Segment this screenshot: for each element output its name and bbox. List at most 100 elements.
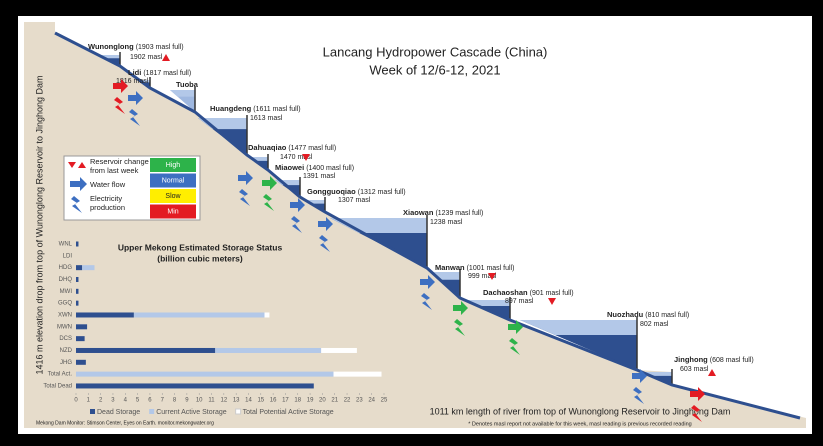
dam-current: 1238 masl [430, 219, 463, 226]
dam-name: Manwan [435, 263, 465, 272]
credit: Mekong Dam Monitor: Stimson Center, Eyes… [36, 420, 214, 426]
chart-subtitle: (billion cubic meters) [157, 253, 243, 263]
x-tick-label: 19 [307, 398, 314, 404]
bar [76, 242, 78, 247]
dam-label: Xiaowan(1239 masl full) [403, 208, 483, 217]
bar [76, 383, 314, 388]
bar [76, 277, 78, 282]
bar [76, 336, 85, 341]
bar [333, 372, 381, 377]
y-tick-label: XWN [58, 313, 72, 319]
y-tick-label: LDI [63, 253, 73, 259]
dam-label: Wunonglong(1903 masl full) [88, 42, 184, 51]
dam-current: 1391 masl [303, 173, 336, 180]
legend-swatch [90, 409, 95, 414]
dam-name: Dahuaqiao [248, 143, 287, 152]
dam-label: Dahuaqiao(1477 masl full) [248, 143, 336, 152]
dam-full: (901 masl full) [530, 290, 574, 297]
x-tick-label: 18 [294, 398, 301, 404]
y-tick-label: NZD [60, 348, 73, 354]
dam-label: Nuozhadu(810 masl full) [607, 310, 689, 319]
note: * Denotes masl report not available for … [468, 421, 691, 427]
y-tick-label: DHQ [59, 277, 73, 283]
bar [76, 289, 78, 294]
legend-label: Current Active Storage [156, 409, 227, 416]
dam-full: (1400 masl full) [306, 165, 354, 172]
dam-name: Gongguoqiao [307, 187, 356, 196]
level-label: Normal [162, 177, 185, 184]
dam-label: Lidi(1817 masl full) [128, 68, 191, 77]
y-tick-label: DCS [59, 336, 72, 342]
x-tick-label: 13 [233, 398, 240, 404]
level-label: Slow [165, 193, 181, 200]
y-tick-label: GGQ [58, 301, 72, 307]
x-tick-label: 20 [319, 398, 326, 404]
bar [215, 348, 321, 353]
y-tick-label: Total Act. [48, 372, 73, 378]
dam-full: (1477 masl full) [288, 145, 336, 152]
dam-full: (1001 masl full) [467, 265, 515, 272]
x-tick-label: 21 [331, 398, 338, 404]
dam-full: (1817 masl full) [143, 70, 191, 77]
river-length: 1011 km length of river from top of Wuno… [430, 406, 731, 416]
bar [76, 324, 87, 329]
x-tick-label: 11 [208, 398, 215, 404]
dam-label: Jinghong(608 masl full) [674, 355, 754, 364]
x-tick-label: 12 [220, 398, 227, 404]
legend-text: Electricity [90, 194, 122, 203]
dam-name: Miaowei [275, 163, 304, 172]
dam-name: Huangdeng [210, 104, 252, 113]
legend-text: from last week [90, 166, 139, 175]
y-tick-label: MWN [57, 324, 72, 330]
dam-current: 1613 masl [250, 115, 283, 122]
level-label: High [166, 162, 181, 169]
bar [76, 360, 86, 365]
legend-label: Total Potential Active Storage [243, 409, 334, 416]
x-tick-label: 25 [381, 398, 388, 404]
legend-swatch [149, 409, 154, 414]
level-label: Min [167, 208, 178, 215]
dam-label: Tuoba [176, 80, 199, 89]
dam-name: Wunonglong [88, 42, 134, 51]
legend-label: Dead Storage [97, 409, 140, 416]
x-tick-label: 14 [245, 398, 252, 404]
bar [321, 348, 357, 353]
dam-full: (1312 masl full) [358, 189, 406, 196]
dam-name: Lidi [128, 68, 141, 77]
x-tick-label: 15 [257, 398, 264, 404]
dam-current: 1307 masl [338, 197, 371, 204]
dam-full: (810 masl full) [645, 312, 689, 319]
legend-text: production [90, 203, 125, 212]
bar [76, 348, 215, 353]
dam-current: 802 masl [640, 321, 669, 328]
y-tick-label: JHG [60, 360, 72, 366]
dam-full: (1903 masl full) [136, 44, 184, 51]
dam-name: Dachaoshan [483, 288, 528, 297]
bar [76, 265, 82, 270]
y-axis-label: 1416 m elevation drop from top of Wunong… [34, 75, 44, 374]
dam-name: Tuoba [176, 80, 199, 89]
dam-full: (1611 masl full) [253, 106, 300, 113]
x-tick-label: 10 [196, 398, 203, 404]
bar [134, 312, 265, 317]
dam-current: 603 masl [680, 366, 709, 373]
subtitle: Week of 12/6-12, 2021 [369, 62, 500, 77]
title: Lancang Hydropower Cascade (China) [323, 44, 548, 59]
y-tick-label: WNL [59, 242, 73, 248]
chart-title: Upper Mekong Estimated Storage Status [118, 242, 283, 252]
bar [76, 301, 78, 306]
bar [76, 312, 134, 317]
x-tick-label: 16 [270, 398, 277, 404]
dam-label: Miaowei(1400 masl full) [275, 163, 354, 172]
legend-text: Water flow [90, 180, 126, 189]
x-tick-label: 22 [344, 398, 351, 404]
y-tick-label: HDG [59, 265, 73, 271]
bar [82, 265, 94, 270]
legend-swatch [236, 409, 241, 414]
dam-full: (608 masl full) [710, 357, 754, 364]
dam-name: Xiaowan [403, 208, 434, 217]
x-tick-label: 23 [356, 398, 363, 404]
x-tick-label: 17 [282, 398, 289, 404]
y-tick-label: Total Dead [43, 384, 72, 390]
legend-text: Reservoir change [90, 157, 149, 166]
